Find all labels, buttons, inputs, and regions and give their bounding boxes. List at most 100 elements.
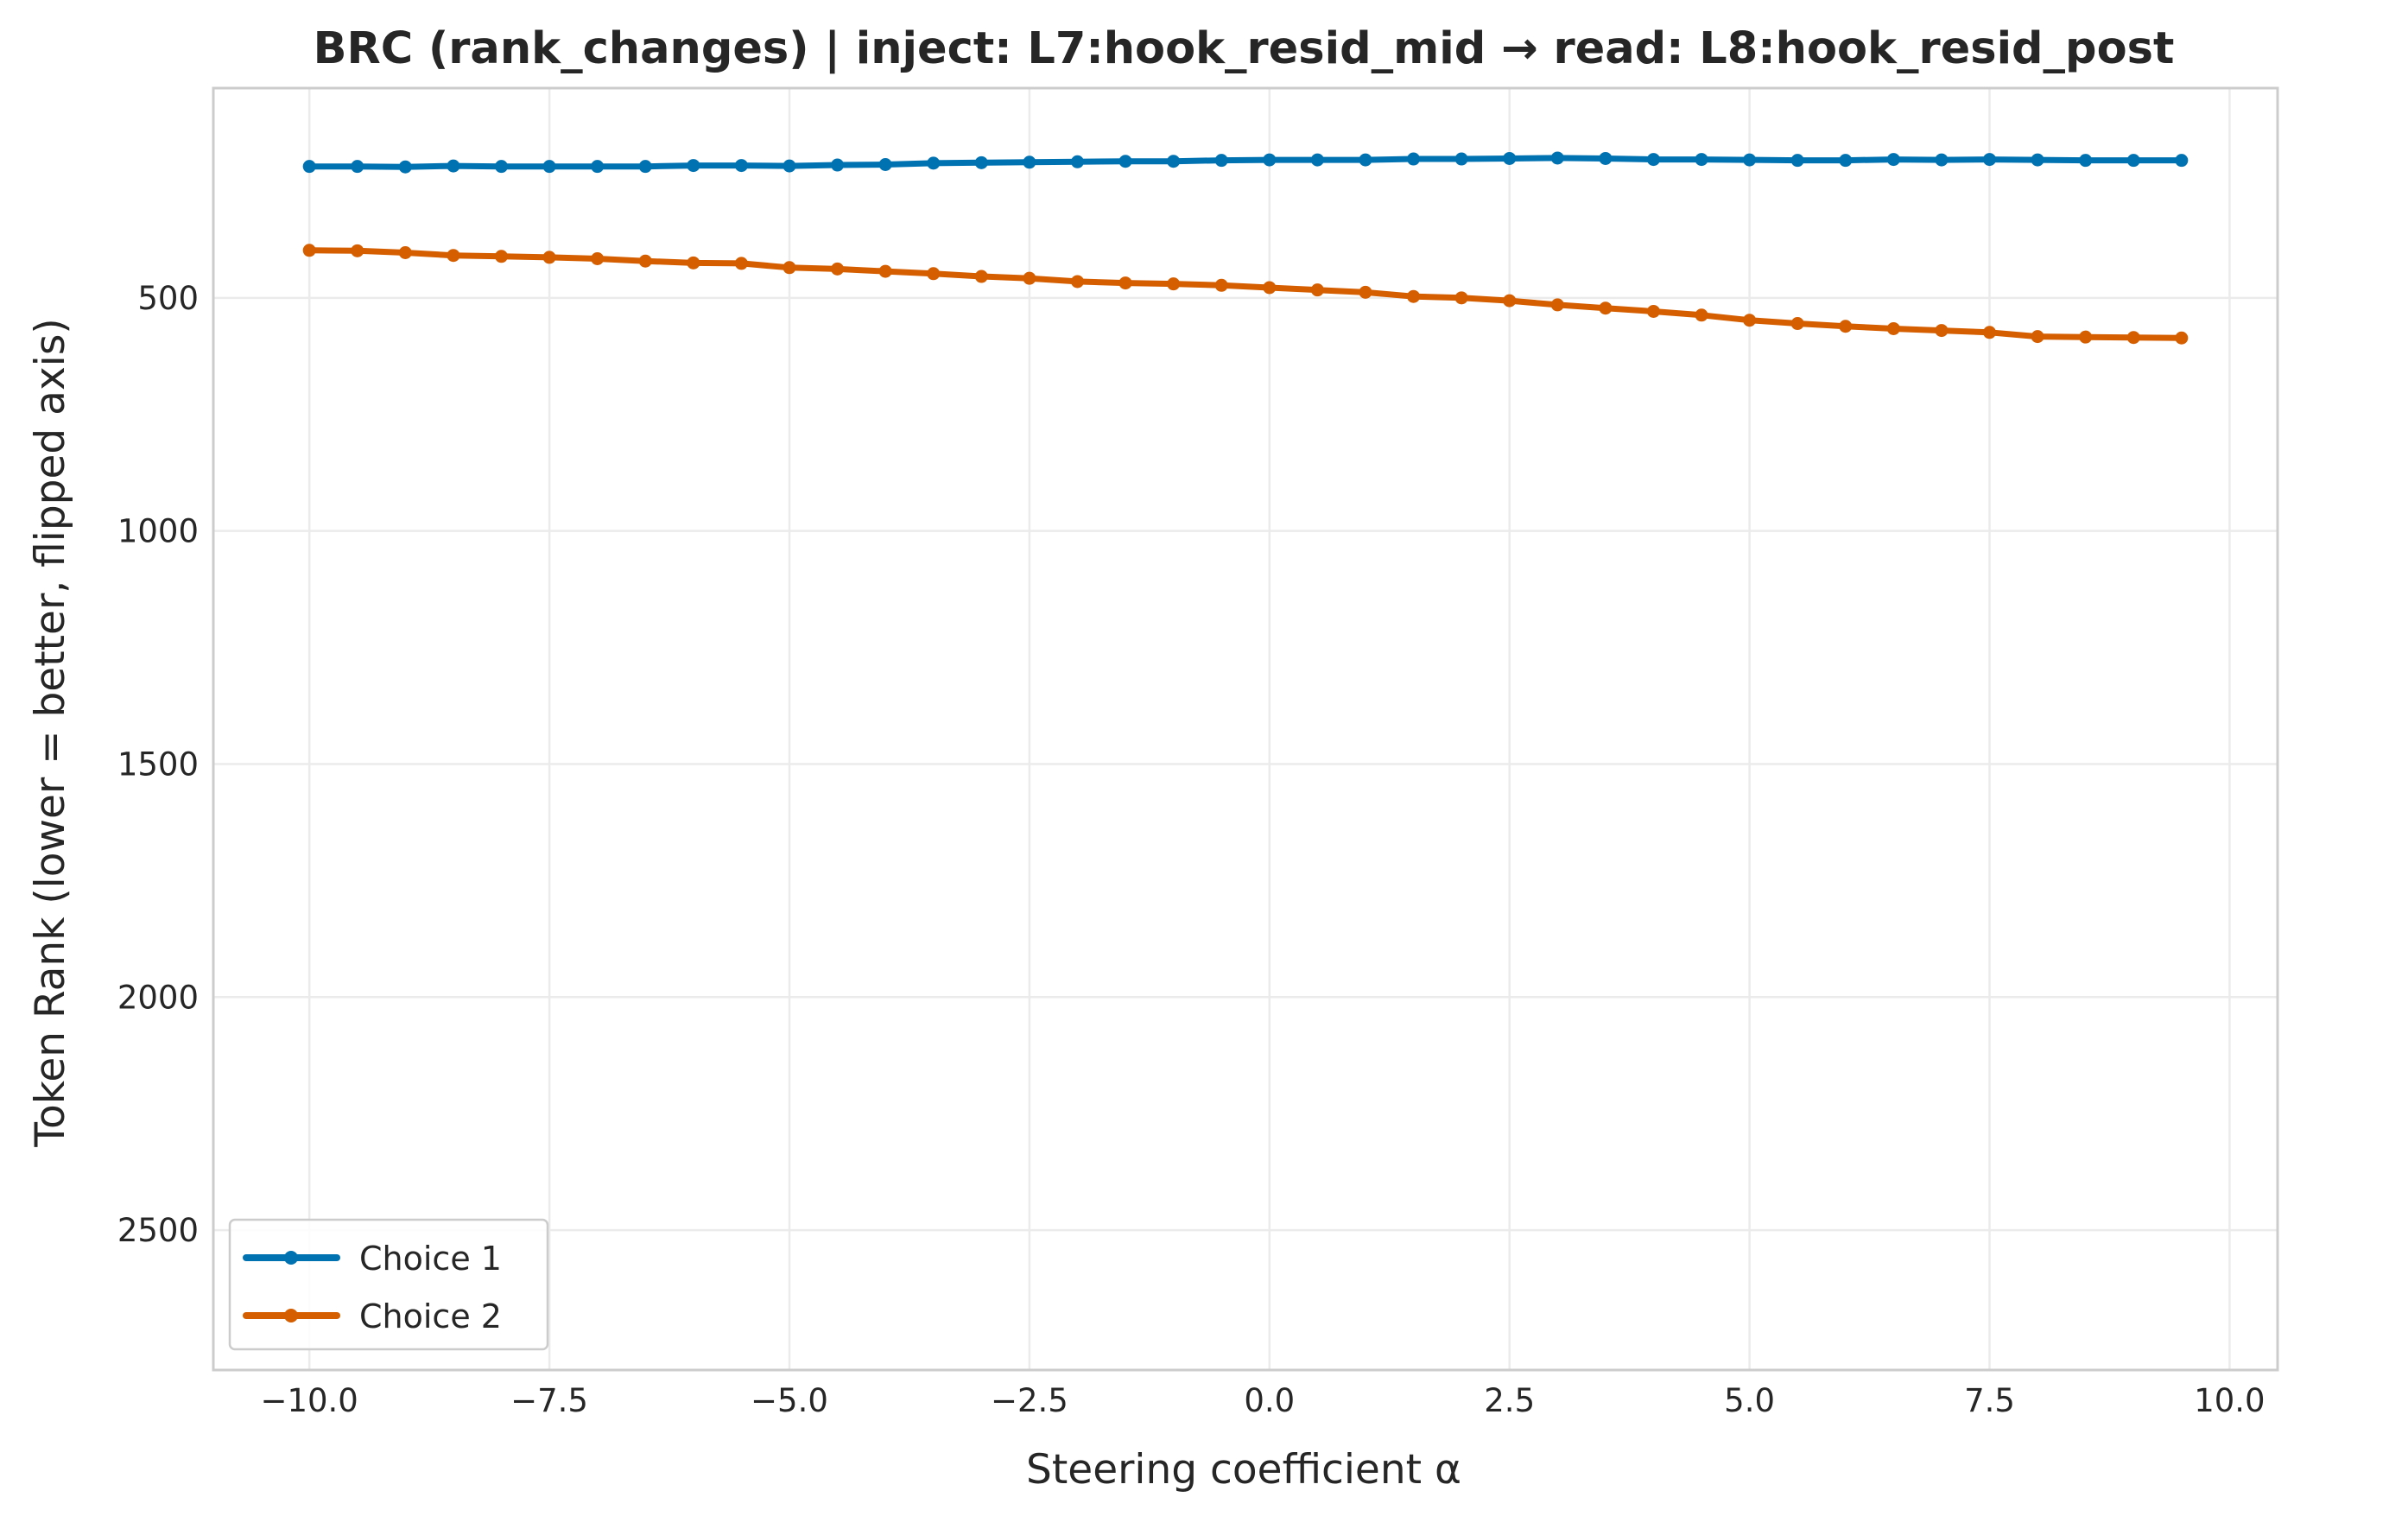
tick-labels: −10.0 −7.5 −5.0 −2.5 0.0 2.5 5.0 7.5 10.0 500 1000… [117,280,2265,1419]
data-point [494,160,508,174]
data-point [1646,304,1660,318]
legend-marker-choice-1 [284,1251,298,1265]
data-point [2126,154,2140,168]
x-tick-label: −7.5 [510,1382,588,1419]
data-point [1503,294,1517,308]
data-point [831,158,845,172]
y-tick-label: 1000 [117,513,199,550]
data-point [542,251,556,264]
data-point [1550,298,1564,312]
x-tick-label: 0.0 [1244,1382,1295,1419]
data-point [687,159,700,173]
data-point [1599,301,1613,315]
data-point [591,160,605,174]
x-tick-label: −2.5 [991,1382,1068,1419]
data-point [1983,153,1997,167]
series-choice-2 [302,244,2189,345]
y-tick-label: 1500 [117,745,199,783]
x-axis-label: Steering coefficient α [1026,1446,1461,1494]
data-point [1310,153,1324,167]
data-point [1118,155,1132,168]
data-point [1839,154,1853,168]
legend-marker-choice-2 [284,1309,298,1323]
series-line-choice-2 [306,247,2185,341]
data-point [1263,281,1277,295]
data-point [1407,289,1421,303]
data-point [1407,152,1421,166]
data-point [638,254,652,268]
data-point [878,158,892,172]
data-point [1790,154,1804,168]
data-point [1599,151,1613,165]
data-point [2126,331,2140,345]
data-point [1118,276,1132,290]
data-point [1359,153,1372,167]
data-point [878,264,892,278]
data-point [2031,153,2044,167]
data-point [351,244,364,257]
data-point [1359,285,1372,299]
data-point [1023,155,1036,169]
y-tick-label: 2500 [117,1212,199,1249]
data-point [1839,320,1853,333]
data-point [398,245,412,259]
data-point [447,159,460,173]
data-point [1503,151,1517,165]
data-point [974,155,988,169]
data-point [783,261,796,275]
data-point [1743,314,1757,327]
data-point [2031,330,2044,344]
data-point [398,160,412,174]
data-point [2175,331,2189,345]
plot-area [212,86,2279,1372]
data-point [1023,271,1036,285]
data-point [1695,153,1708,167]
data-point [687,256,700,270]
data-point [1935,153,1949,167]
data-point [2175,154,2189,168]
data-point [542,160,556,174]
legend-label-choice-1: Choice 1 [359,1240,502,1278]
data-point [2079,330,2093,344]
data-point [1646,153,1660,167]
legend: Choice 1 Choice 2 [228,1218,549,1351]
data-point [1070,155,1084,168]
data-point [302,244,316,257]
legend-label-choice-2: Choice 2 [359,1297,502,1335]
data-point [591,252,605,266]
series-line-choice-1 [306,155,2185,170]
data-point [1310,283,1324,297]
data-point [1983,326,1997,339]
data-point [638,160,652,174]
y-tick-label: 500 [137,280,199,317]
series-layer [302,151,2189,345]
data-point [831,262,845,276]
data-point [927,267,941,281]
data-point [1214,154,1228,168]
data-point [1454,152,1468,166]
x-tick-label: −10.0 [260,1382,358,1419]
data-point [974,270,988,283]
data-point [1263,153,1277,167]
x-tick-label: −5.0 [751,1382,828,1419]
data-point [351,160,364,174]
data-point [1886,321,1900,335]
data-point [927,156,941,170]
x-tick-label: 2.5 [1484,1382,1535,1419]
data-point [302,160,316,174]
y-axis-label: Token Rank (lower = better, flipped axis… [27,318,74,1147]
chart-title: BRC (rank_changes) | inject: L7:hook_res… [314,23,2175,74]
x-tick-label: 5.0 [1724,1382,1775,1419]
data-point [1695,308,1708,322]
data-point [1935,324,1949,338]
data-point [494,250,508,263]
data-point [783,159,796,173]
data-point [1886,153,1900,167]
data-point [1743,153,1757,167]
x-tick-label: 7.5 [1964,1382,2015,1419]
data-point [447,249,460,263]
data-point [734,257,748,270]
data-point [1454,291,1468,305]
data-point [1167,277,1181,291]
